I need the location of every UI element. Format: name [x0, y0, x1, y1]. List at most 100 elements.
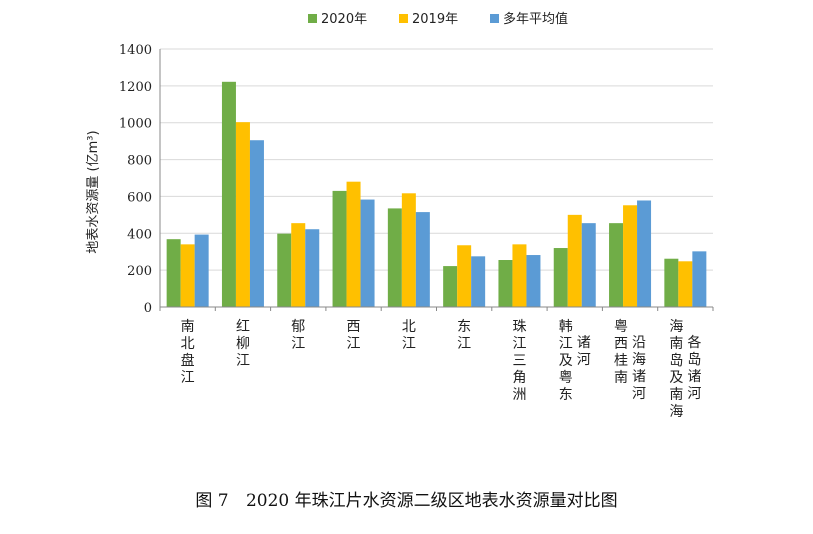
- bar-3-10: [692, 251, 707, 307]
- x-tick-char: 三: [512, 353, 526, 369]
- legend-label: 2020年: [321, 12, 367, 27]
- x-tick-char: 河: [632, 386, 646, 402]
- y-axis-ticks: 0 200 400 600 800 1000 1200 1400: [119, 43, 152, 316]
- bar-3-2: [249, 140, 264, 307]
- x-tick-char: 及: [559, 353, 573, 369]
- y-tick-label: 1000: [119, 117, 152, 132]
- legend-item: 多年平均值: [490, 11, 568, 27]
- x-tick-char: 各: [687, 335, 701, 351]
- x-tick-char: 诸: [577, 335, 591, 351]
- x-tick-label: 西江西江: [347, 319, 361, 352]
- bar-3-5: [415, 212, 430, 307]
- x-tick-char: 沿: [632, 335, 646, 351]
- bar-1-9: [609, 223, 624, 307]
- x-tick-char: 江: [402, 336, 416, 352]
- x-tick-char: 南: [614, 370, 628, 386]
- bar-1-3: [277, 233, 292, 307]
- axes: [159, 49, 714, 311]
- x-tick-char: 岛: [669, 353, 683, 369]
- bar-2-7: [512, 244, 527, 307]
- y-tick-label: 0: [144, 301, 152, 316]
- bar-2-1: [180, 244, 195, 307]
- legend-swatch: [490, 14, 499, 23]
- bar-1-10: [664, 258, 679, 307]
- x-tick-label: 红柳江红柳江: [236, 319, 250, 369]
- bar-1-6: [443, 266, 458, 307]
- x-tick-label: 粤西桂南沿海诸河粤西桂南沿海诸河: [614, 319, 646, 402]
- x-tick-char: 东: [559, 387, 573, 403]
- x-tick-char: 郁: [291, 319, 305, 335]
- x-tick-char: 东: [457, 319, 471, 335]
- y-tick-label: 600: [127, 190, 152, 205]
- bar-2-4: [346, 181, 361, 307]
- x-tick-char: 珠: [512, 319, 526, 335]
- legend-swatch: [308, 14, 317, 23]
- bar-3-8: [581, 223, 596, 307]
- x-tick-char: 江: [236, 353, 250, 369]
- x-tick-char: 海: [632, 352, 646, 368]
- y-tick-label: 1200: [119, 80, 152, 95]
- x-tick-label: 珠江三角洲珠江三角洲: [512, 319, 526, 403]
- x-tick-char: 盘: [181, 352, 195, 369]
- x-tick-char: 粤: [614, 319, 628, 335]
- x-tick-char: 岛: [687, 352, 701, 368]
- bar-2-9: [623, 205, 638, 307]
- bar-2-8: [567, 214, 582, 307]
- bar-1-1: [166, 239, 181, 307]
- figure-caption: 图 7 2020 年珠江片水资源二级区地表水资源量对比图: [0, 486, 813, 511]
- figure-number: 图 7: [195, 491, 229, 511]
- legend: 2020年 2019年 多年平均值: [308, 11, 568, 27]
- x-tick-char: 洲: [512, 387, 526, 403]
- x-tick-char: 江: [347, 336, 361, 352]
- x-tick-char: 海: [669, 319, 683, 335]
- x-tick-char: 韩: [559, 319, 573, 335]
- bar-3-6: [471, 256, 486, 307]
- bar-1-5: [387, 208, 402, 307]
- figure-title: 2020 年珠江片水资源二级区地表水资源量对比图: [245, 491, 618, 511]
- x-tick-label: 东江东江: [457, 319, 471, 352]
- x-tick-char: 桂: [614, 353, 628, 369]
- x-tick-char: 南: [181, 319, 195, 335]
- legend-label: 多年平均值: [503, 11, 568, 27]
- bar-2-3: [291, 223, 306, 307]
- x-axis-labels: 南北盘江南北盘江红柳江红柳江郁江郁江西江西江北江北江东江东江珠江三角洲珠江三角洲…: [181, 319, 702, 420]
- x-tick-char: 北: [402, 319, 416, 335]
- bar-1-8: [553, 248, 568, 307]
- x-tick-label: 南北盘江南北盘江: [181, 319, 195, 386]
- bar-2-10: [678, 261, 693, 307]
- bar-1-4: [332, 190, 347, 307]
- x-tick-char: 西: [347, 319, 361, 335]
- legend-label: 2019年: [412, 12, 458, 27]
- legend-item: 2020年: [308, 12, 367, 27]
- x-tick-label: 海南岛及南海各岛诸河海南岛及南海各岛诸河: [669, 319, 701, 420]
- x-tick-label: 郁江郁江: [291, 319, 305, 352]
- bar-3-4: [360, 199, 375, 307]
- bar-3-9: [637, 200, 652, 307]
- x-tick-char: 南: [669, 387, 683, 403]
- bar-3-7: [526, 255, 541, 307]
- y-tick-label: 1400: [119, 43, 152, 58]
- x-tick-char: 江: [457, 336, 471, 352]
- x-tick-char: 西: [614, 336, 628, 352]
- x-tick-char: 及: [669, 370, 683, 386]
- y-axis-label: 地表水资源量 (亿m³): [86, 130, 101, 253]
- x-tick-char: 粤: [559, 370, 573, 386]
- x-tick-label: 韩江及粤东诸河韩江及粤东诸河: [559, 319, 591, 403]
- bar-2-6: [457, 245, 472, 307]
- bars: [166, 81, 707, 307]
- x-tick-label: 北江北江: [402, 319, 416, 352]
- bar-3-1: [194, 234, 209, 307]
- x-tick-char: 角: [512, 370, 526, 386]
- x-tick-char: 海: [669, 404, 683, 420]
- bar-2-5: [401, 193, 416, 307]
- x-tick-char: 河: [577, 352, 591, 368]
- bar-1-2: [221, 81, 236, 307]
- bar-1-7: [498, 260, 513, 307]
- y-tick-label: 200: [127, 264, 152, 279]
- x-tick-char: 江: [181, 370, 195, 386]
- x-tick-char: 诸: [632, 369, 646, 385]
- legend-item: 2019年: [399, 12, 458, 27]
- y-tick-label: 800: [127, 154, 152, 169]
- bar-3-3: [305, 229, 320, 307]
